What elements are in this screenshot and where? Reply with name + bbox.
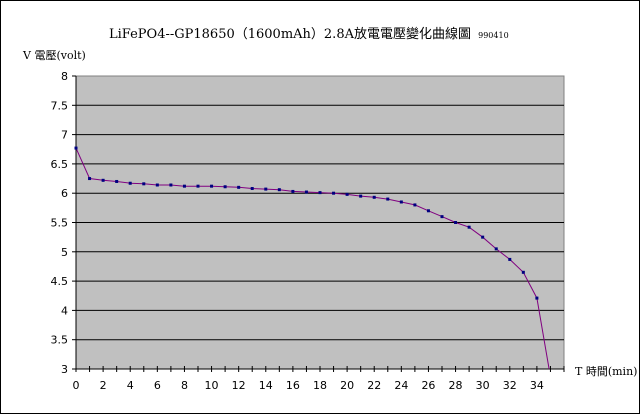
x-tick-label: 0 xyxy=(73,379,80,392)
x-tick-label: 32 xyxy=(503,379,517,392)
y-tick-label: 5 xyxy=(61,246,68,259)
x-tick-label: 34 xyxy=(530,379,544,392)
data-point xyxy=(291,189,295,193)
data-point xyxy=(535,296,539,300)
data-point xyxy=(142,182,146,186)
data-point xyxy=(182,184,186,188)
x-tick-label: 14 xyxy=(259,379,273,392)
x-tick-label: 16 xyxy=(286,379,300,392)
y-tick-label: 3 xyxy=(61,363,68,376)
data-point xyxy=(318,191,322,195)
data-point xyxy=(210,184,214,188)
data-point xyxy=(237,185,241,189)
x-tick-label: 26 xyxy=(421,379,435,392)
chart-title-main: LiFePO4--GP18650（1600mAh）2.8A放電電壓變化曲線圖 xyxy=(109,26,471,42)
x-tick-label: 22 xyxy=(367,379,381,392)
chart-title: LiFePO4--GP18650（1600mAh）2.8A放電電壓變化曲線圖 9… xyxy=(109,26,509,42)
data-point xyxy=(88,177,92,181)
data-point xyxy=(399,200,403,204)
y-tick-label: 6 xyxy=(61,187,68,200)
data-point xyxy=(155,183,159,187)
data-point xyxy=(128,181,132,185)
x-tick-label: 24 xyxy=(394,379,408,392)
chart-title-suffix: 990410 xyxy=(478,31,509,40)
data-point xyxy=(508,257,512,261)
data-point xyxy=(440,215,444,219)
data-point xyxy=(332,191,336,195)
y-tick-label: 7 xyxy=(61,129,68,142)
x-tick-label: 4 xyxy=(127,379,134,392)
x-tick-label: 6 xyxy=(154,379,161,392)
y-axis-label: V 電壓(volt) xyxy=(22,49,86,62)
data-point xyxy=(494,247,498,251)
data-point xyxy=(372,195,376,199)
series-line xyxy=(75,147,550,370)
data-point xyxy=(481,235,485,239)
data-point xyxy=(413,203,417,207)
data-point xyxy=(359,194,363,198)
x-tick-label: 2 xyxy=(100,379,107,392)
x-tick-label: 8 xyxy=(181,379,188,392)
data-point xyxy=(454,221,458,224)
data-point xyxy=(264,187,268,191)
data-point xyxy=(223,185,227,189)
x-tick-label: 30 xyxy=(476,379,490,392)
data-point xyxy=(467,225,471,229)
y-tick-label: 8 xyxy=(61,70,68,83)
data-point xyxy=(521,270,525,274)
data-point xyxy=(115,179,119,183)
data-point xyxy=(196,184,200,188)
data-point xyxy=(426,209,430,213)
data-point xyxy=(169,183,173,187)
data-point xyxy=(277,188,281,192)
y-tick-label: 5.5 xyxy=(51,217,69,230)
y-tick-label: 4.5 xyxy=(51,275,69,288)
data-point xyxy=(386,197,390,201)
x-tick-label: 18 xyxy=(313,379,327,392)
data-point xyxy=(250,187,254,191)
x-tick-label: 20 xyxy=(340,379,354,392)
plot-area: 33.544.555.566.577.580 2 4 6 8 10 12 14 16 18 20 22… xyxy=(51,70,565,392)
x-tick-label: 10 xyxy=(205,379,219,392)
y-tick-label: 7.5 xyxy=(51,99,69,112)
x-tick-label: 28 xyxy=(449,379,463,392)
data-point xyxy=(304,190,308,194)
x-tick-label: 12 xyxy=(232,379,246,392)
data-point xyxy=(345,192,349,196)
x-axis-label: T 時間(min) xyxy=(575,365,637,378)
data-point xyxy=(74,146,78,150)
y-tick-label: 6.5 xyxy=(51,158,69,171)
y-tick-label: 3.5 xyxy=(51,334,69,347)
y-tick-label: 4 xyxy=(61,304,68,317)
data-point xyxy=(101,178,105,182)
